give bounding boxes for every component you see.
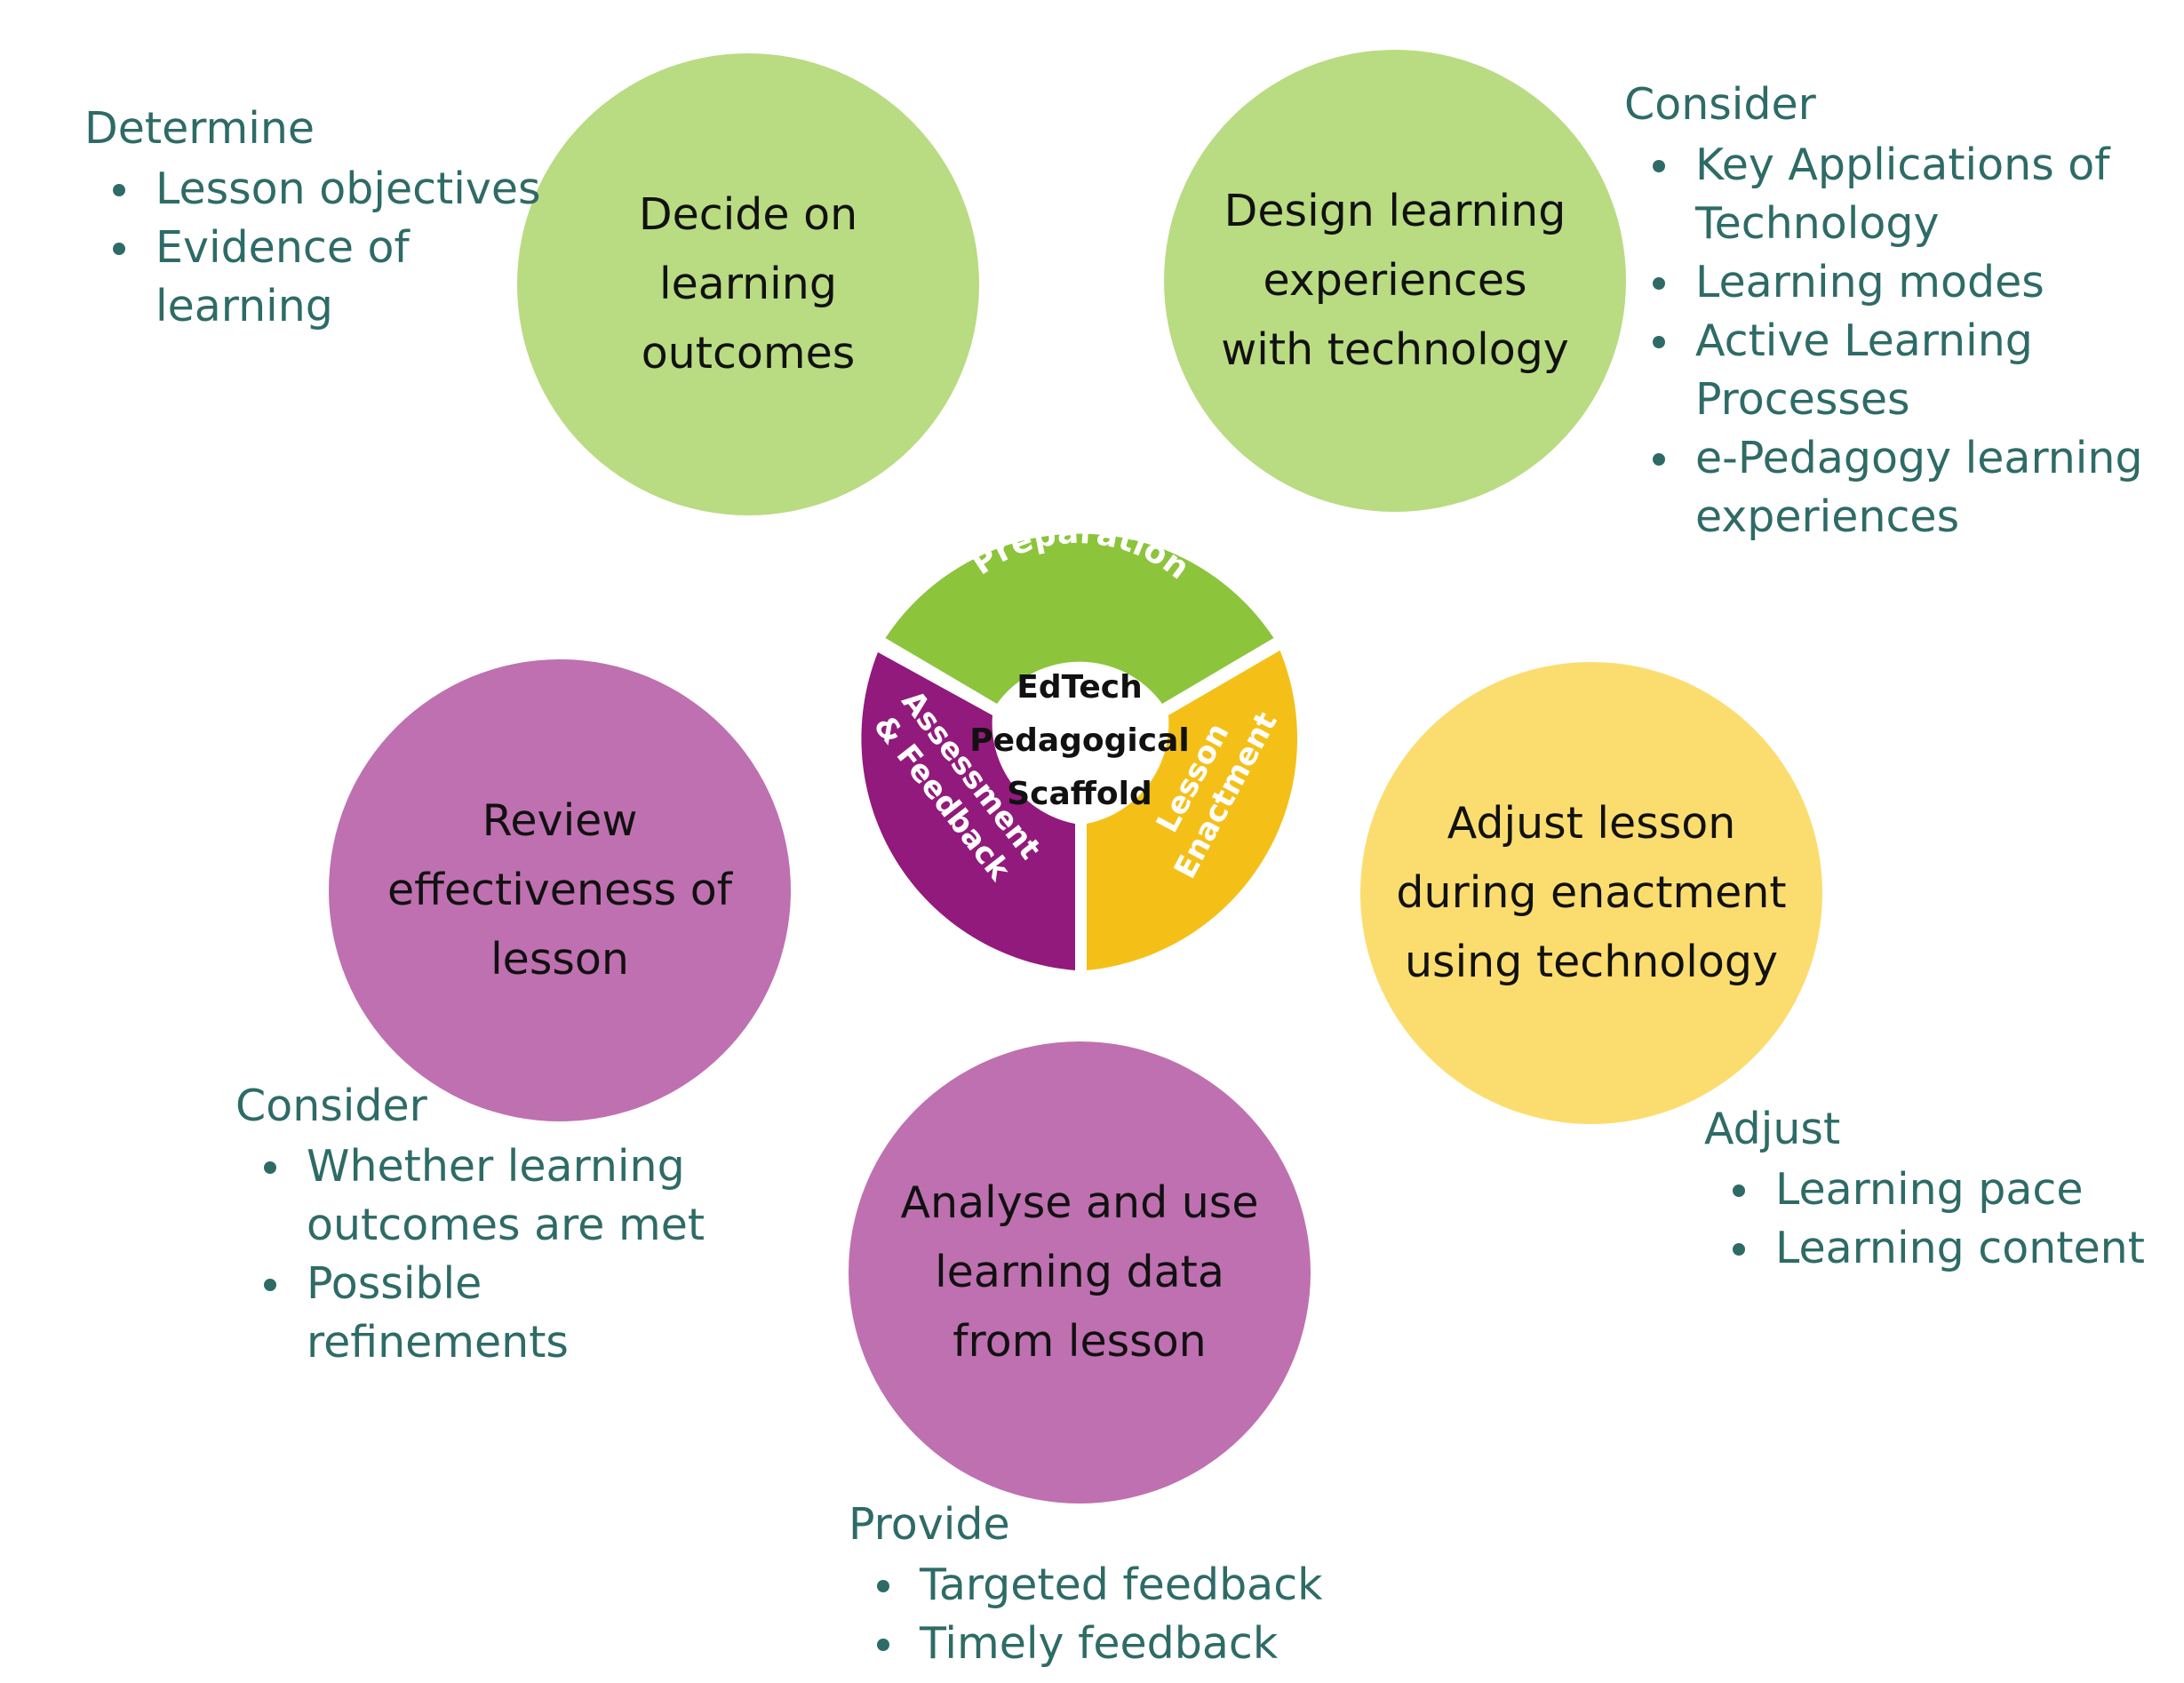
step-circle-design: Design learning experiences with technol… — [1164, 50, 1626, 512]
scaffold-hub: Lesson Preparation Lesson Enactment Asse… — [861, 504, 1298, 970]
bullet-text: refinements — [307, 1317, 569, 1368]
bullet-text: Active Learning — [1695, 315, 2033, 366]
list-item: Timely feedback — [877, 1615, 1323, 1673]
step-text-review: Review effectiveness of lesson — [387, 786, 732, 994]
list-item: Key Applications of Technology — [1653, 136, 2143, 253]
bullet-text: Targeted feedback — [920, 1559, 1323, 1610]
bullet-text: Lesson objectives — [155, 164, 541, 214]
bullet-text: experiences — [1695, 491, 1960, 542]
step-text-design: Design learning experiences with technol… — [1221, 177, 1569, 385]
text-line: learning data — [935, 1247, 1224, 1297]
bullet-list: Learning pace Learning content — [1704, 1161, 2145, 1278]
text-line: Design learning — [1224, 186, 1566, 236]
text-line: from lesson — [953, 1316, 1207, 1367]
hub-title-line: Scaffold — [1007, 776, 1152, 812]
step-text-analyse: Analyse and use learning data from lesso… — [901, 1169, 1259, 1376]
bullet-text: Timely feedback — [920, 1618, 1279, 1669]
step-circle-decide: Decide on learning outcomes — [517, 53, 979, 515]
bullet-text: Learning modes — [1695, 257, 2045, 307]
bullet-list: Lesson objectives Evidence of learning — [84, 160, 541, 336]
note-determine: Determine Lesson objectives Evidence of l… — [84, 100, 541, 336]
text-line: Review — [482, 795, 638, 846]
list-item: Learning modes — [1653, 253, 2143, 312]
text-line: experiences — [1263, 255, 1527, 306]
note-consider-review: Consider Whether learning outcomes are me… — [235, 1077, 705, 1372]
bullet-text: learning — [155, 281, 333, 331]
step-circle-analyse: Analyse and use learning data from lesso… — [849, 1041, 1311, 1504]
bullet-list: Whether learning outcomes are met Possibl… — [235, 1137, 705, 1372]
list-item: Learning pace — [1733, 1161, 2145, 1219]
list-item: Whether learning outcomes are met — [263, 1137, 705, 1255]
list-item: e-Pedagogy learning experiences — [1653, 429, 2143, 546]
list-item: Learning content — [1733, 1219, 2145, 1278]
list-item: Possible refinements — [263, 1255, 705, 1372]
segment-lesson-enactment — [1087, 650, 1298, 970]
bullet-list: Targeted feedback Timely feedback — [849, 1556, 1323, 1673]
list-item: Targeted feedback — [877, 1556, 1323, 1615]
hub-title-line: Pedagogical — [969, 722, 1189, 759]
bullet-text: Learning content — [1775, 1223, 2145, 1273]
note-heading: Determine — [84, 103, 315, 154]
bullet-text: Processes — [1695, 374, 1910, 425]
list-item: Evidence of learning — [113, 219, 541, 336]
text-line: Decide on — [638, 189, 858, 240]
note-heading: Adjust — [1704, 1104, 1841, 1154]
list-item: Lesson objectives — [113, 160, 541, 219]
bullet-text: Evidence of — [155, 222, 410, 273]
bullet-text: Learning pace — [1775, 1164, 2084, 1215]
step-circle-review: Review effectiveness of lesson — [329, 659, 791, 1121]
text-line: during enactment — [1396, 867, 1787, 918]
text-line: Adjust lesson — [1447, 798, 1736, 849]
note-adjust: Adjust Learning pace Learning content — [1704, 1100, 2145, 1278]
text-line: Analyse and use — [900, 1177, 1259, 1228]
note-provide: Provide Targeted feedback Timely feedbac… — [849, 1496, 1323, 1673]
bullet-text: Technology — [1695, 198, 1940, 249]
bullet-text: Key Applications of — [1695, 140, 2110, 190]
segment-assessment-feedback — [861, 652, 1075, 970]
note-heading: Consider — [235, 1081, 427, 1131]
note-heading: Consider — [1624, 79, 1816, 130]
bullet-text: Whether learning — [307, 1141, 685, 1192]
step-text-decide: Decide on learning outcomes — [553, 180, 944, 388]
note-consider-design: Consider Key Applications of Technology L… — [1624, 76, 2143, 546]
list-item: Active Learning Processes — [1653, 312, 2143, 429]
bullet-text: e-Pedagogy learning — [1695, 433, 2143, 483]
bullet-list: Key Applications of Technology Learning m… — [1624, 136, 2143, 546]
step-circle-adjust: Adjust lesson during enactment using tec… — [1360, 662, 1822, 1124]
text-line: lesson — [490, 934, 629, 985]
note-heading: Provide — [849, 1499, 1010, 1550]
hub-title-line: EdTech — [1016, 669, 1143, 706]
bullet-text: outcomes are met — [307, 1200, 705, 1250]
step-text-adjust: Adjust lesson during enactment using tec… — [1396, 789, 1786, 997]
text-line: learning outcomes — [641, 259, 856, 379]
bullet-text: Possible — [307, 1258, 482, 1309]
segment-lesson-preparation — [885, 533, 1274, 704]
text-line: effectiveness of — [387, 865, 733, 915]
text-line: with technology — [1221, 324, 1569, 375]
text-line: using technology — [1404, 937, 1779, 987]
